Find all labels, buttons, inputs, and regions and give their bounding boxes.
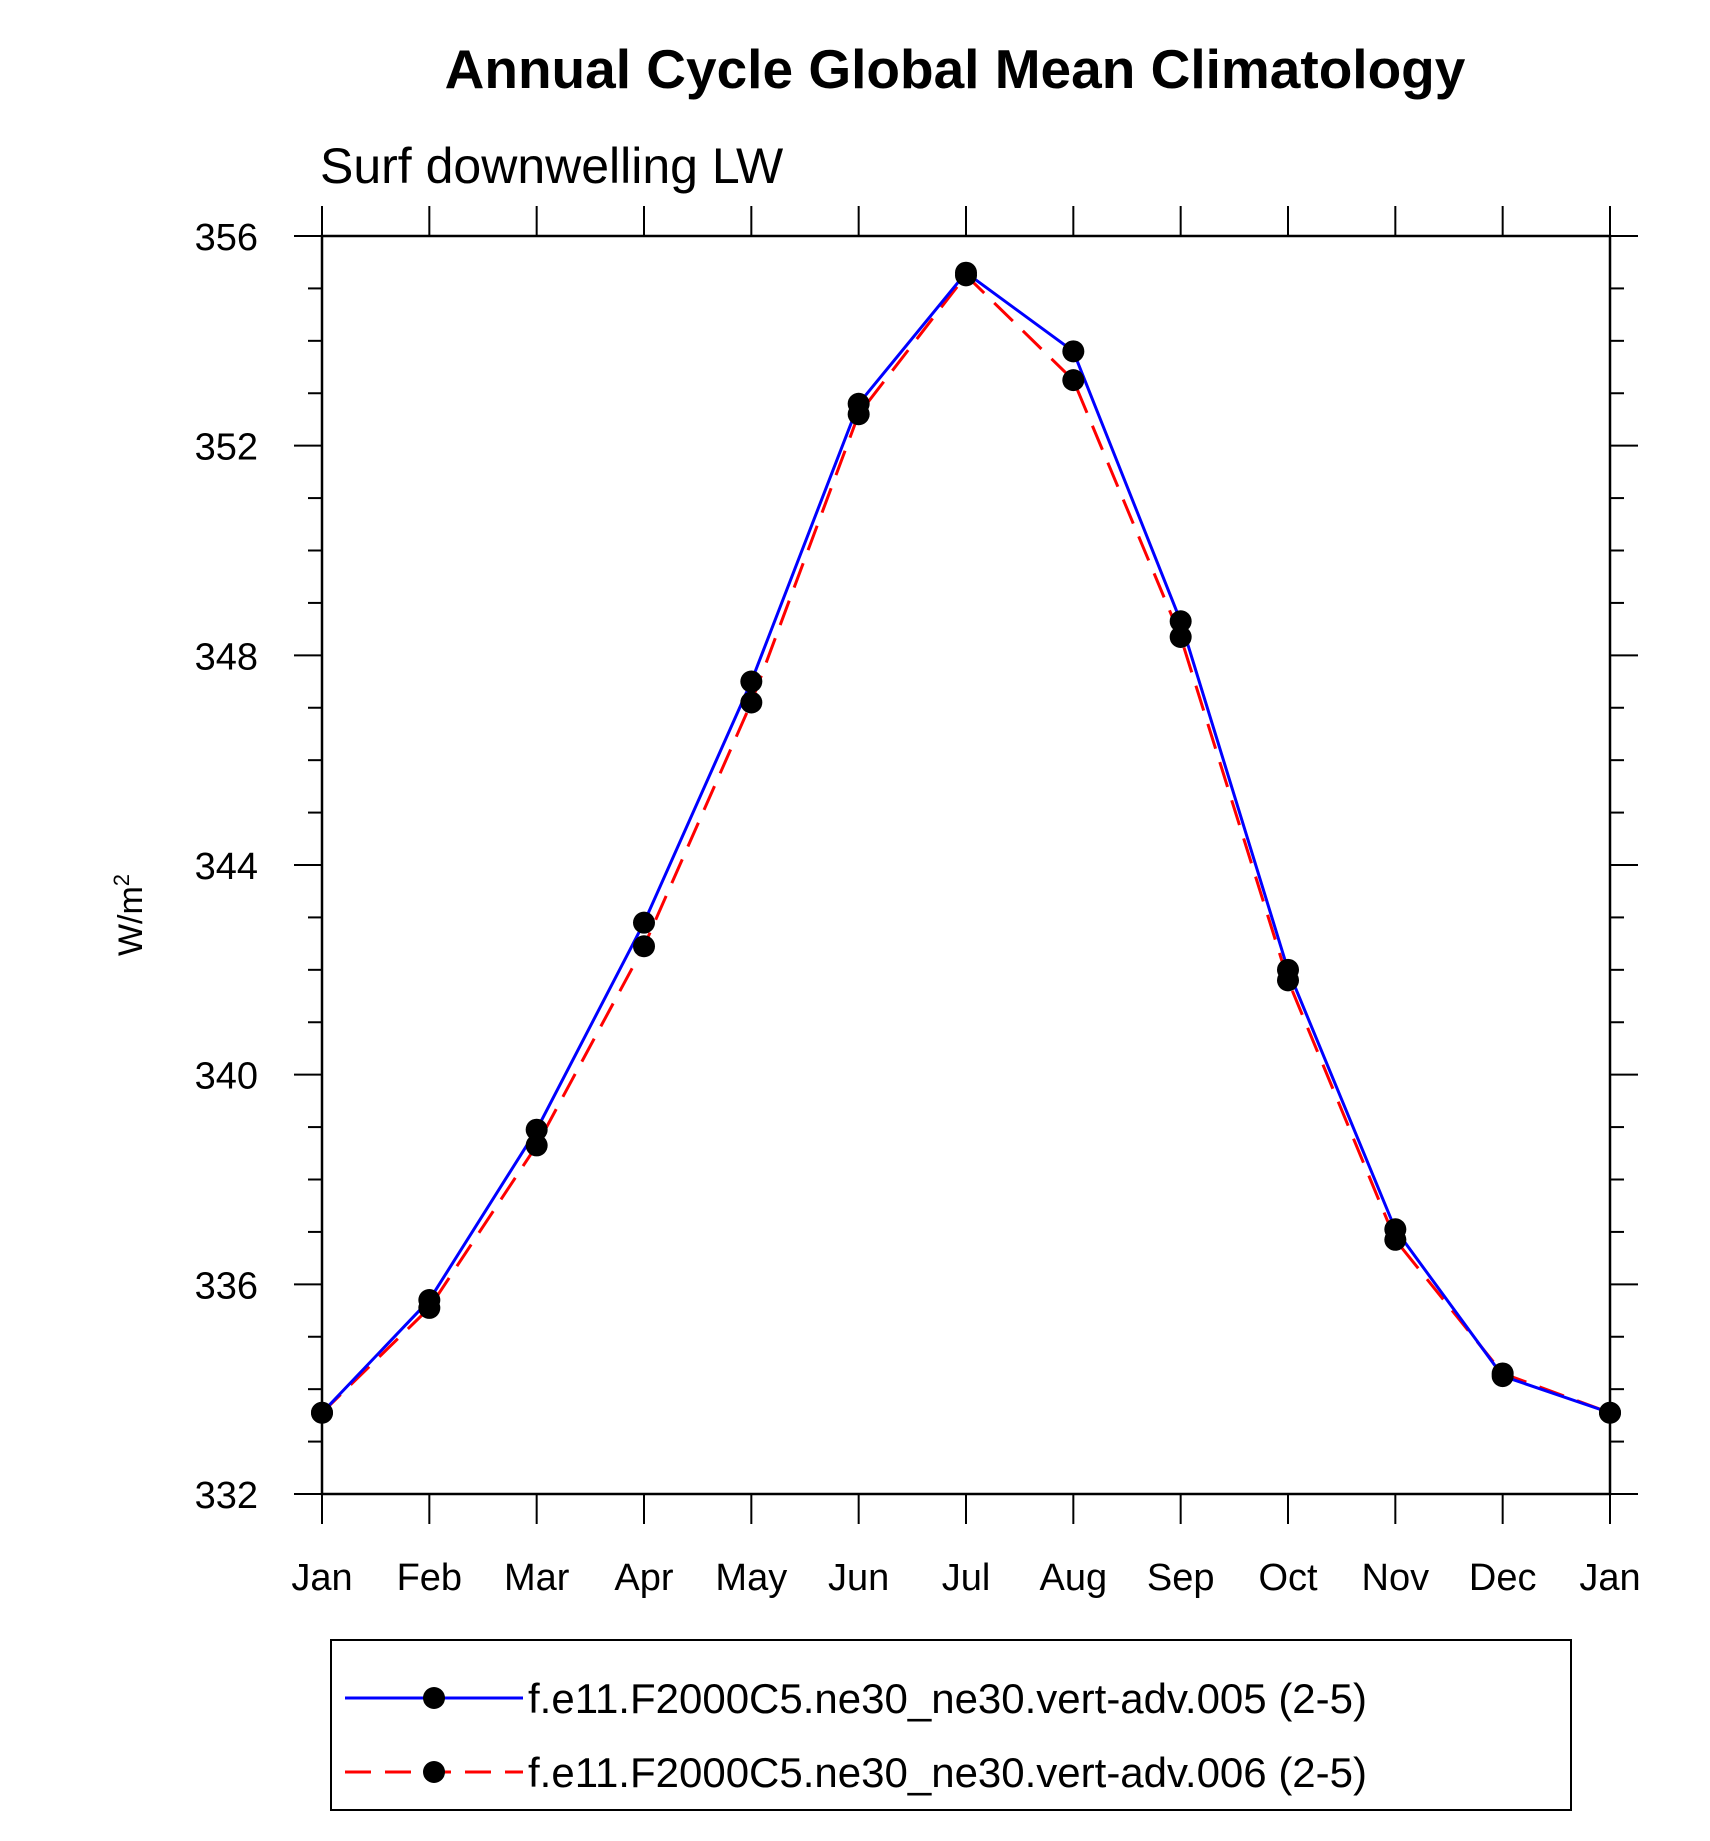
data-point: [955, 264, 977, 287]
plot-frame: [320, 234, 1612, 1496]
data-point: [1384, 1228, 1407, 1251]
series-line: [320, 270, 1611, 1415]
x-tick-label: Dec: [1469, 1557, 1537, 1599]
data-point: [1169, 625, 1192, 648]
data-point: [847, 403, 870, 426]
y-tick-label: 344: [195, 846, 258, 888]
legend-label: f.e11.F2000C5.ne30_ne30.vert-adv.006 (2-…: [528, 1749, 1367, 1796]
data-point: [1062, 369, 1085, 392]
data-point: [525, 1134, 548, 1157]
axis-tick-labels: 332 336 340 344 348 352 356 Jan Feb Mar Apr May Jun J…: [195, 217, 1641, 1599]
legend-box: [330, 1639, 1572, 1811]
x-tick-label: Jun: [828, 1557, 889, 1599]
data-point: [1169, 610, 1192, 633]
legend-marker: [423, 1761, 445, 1783]
legend-marker: [423, 1687, 445, 1709]
y-axis-label-text: W/m: [112, 886, 150, 956]
x-tick-label: Mar: [504, 1557, 570, 1599]
x-tick-label: Oct: [1258, 1557, 1318, 1599]
data-point: [633, 911, 655, 934]
chart-subtitle: Surf downwelling LW: [320, 138, 784, 194]
data-point: [1491, 1362, 1514, 1385]
x-tick-label: Feb: [397, 1557, 462, 1599]
data-point: [525, 1118, 548, 1141]
series-line: [320, 273, 1611, 1415]
x-tick-label: Apr: [614, 1557, 673, 1599]
data-point: [740, 691, 763, 714]
x-tick-label: Jan: [291, 1557, 352, 1599]
x-tick-label: Aug: [1040, 1557, 1108, 1599]
x-tick-label: Nov: [1362, 1557, 1430, 1599]
data-point: [1062, 340, 1085, 363]
data-point: [418, 1296, 441, 1319]
y-axis-label-superscript: 2: [109, 874, 134, 886]
x-tick-label: Jul: [942, 1557, 991, 1599]
y-tick-label: 336: [195, 1265, 258, 1307]
data-point: [740, 670, 763, 693]
chart-title: Annual Cycle Global Mean Climatology: [445, 38, 1466, 100]
legend: f.e11.F2000C5.ne30_ne30.vert-adv.005 (2-…: [330, 1639, 1572, 1811]
data-point: [1277, 969, 1299, 992]
y-tick-label: 340: [195, 1056, 258, 1098]
data-point: [633, 935, 655, 958]
series-layer: [311, 261, 1621, 1424]
y-tick-label: 352: [195, 427, 258, 469]
y-tick-label: 356: [195, 217, 258, 259]
y-axis-label: W/m2: [109, 874, 150, 956]
y-tick-label: 332: [195, 1475, 258, 1517]
y-tick-label: 348: [195, 636, 258, 678]
data-point: [311, 1401, 333, 1424]
legend-label: f.e11.F2000C5.ne30_ne30.vert-adv.005 (2-…: [528, 1675, 1367, 1722]
x-tick-label: May: [715, 1557, 787, 1599]
x-tick-label: Sep: [1147, 1557, 1215, 1599]
axis-ticks: [294, 206, 1638, 1524]
x-tick-label: Jan: [1579, 1557, 1640, 1599]
data-point: [1599, 1401, 1621, 1424]
